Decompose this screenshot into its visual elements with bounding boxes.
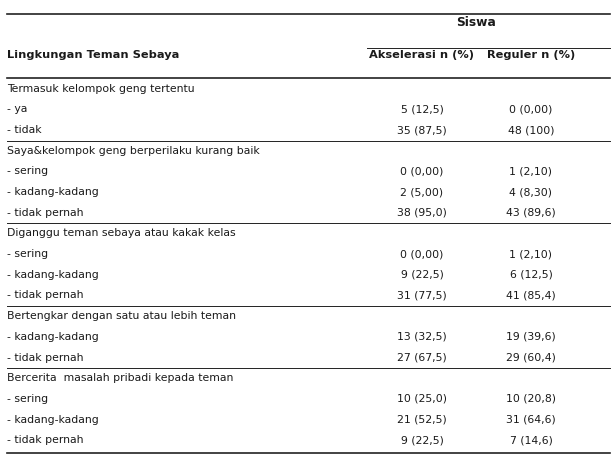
- Text: 10 (25,0): 10 (25,0): [397, 394, 447, 404]
- Text: 1 (2,10): 1 (2,10): [509, 249, 553, 259]
- Text: 6 (12,5): 6 (12,5): [509, 270, 553, 280]
- Text: 9 (22,5): 9 (22,5): [400, 435, 444, 445]
- Text: - tidak pernah: - tidak pernah: [7, 352, 84, 362]
- Text: 2 (5,00): 2 (5,00): [400, 187, 444, 197]
- Text: 21 (52,5): 21 (52,5): [397, 415, 447, 424]
- Text: - tidak: - tidak: [7, 125, 42, 135]
- Text: 0 (0,00): 0 (0,00): [400, 249, 444, 259]
- Text: 35 (87,5): 35 (87,5): [397, 125, 447, 135]
- Text: Termasuk kelompok geng tertentu: Termasuk kelompok geng tertentu: [7, 84, 195, 94]
- Text: Bertengkar dengan satu atau lebih teman: Bertengkar dengan satu atau lebih teman: [7, 311, 237, 321]
- Text: 27 (67,5): 27 (67,5): [397, 352, 447, 362]
- Text: - sering: - sering: [7, 394, 49, 404]
- Text: 4 (8,30): 4 (8,30): [509, 187, 553, 197]
- Text: - tidak pernah: - tidak pernah: [7, 290, 84, 300]
- Text: 7 (14,6): 7 (14,6): [509, 435, 553, 445]
- Text: - kadang-kadang: - kadang-kadang: [7, 270, 99, 280]
- Text: - sering: - sering: [7, 249, 49, 259]
- Text: Lingkungan Teman Sebaya: Lingkungan Teman Sebaya: [7, 50, 180, 60]
- Text: 31 (64,6): 31 (64,6): [506, 415, 556, 424]
- Text: 0 (0,00): 0 (0,00): [509, 104, 553, 114]
- Text: 0 (0,00): 0 (0,00): [400, 166, 444, 176]
- Text: Diganggu teman sebaya atau kakak kelas: Diganggu teman sebaya atau kakak kelas: [7, 228, 236, 238]
- Text: - sering: - sering: [7, 166, 49, 176]
- Text: Saya&kelompok geng berperilaku kurang baik: Saya&kelompok geng berperilaku kurang ba…: [7, 146, 260, 156]
- Text: - kadang-kadang: - kadang-kadang: [7, 415, 99, 424]
- Text: 1 (2,10): 1 (2,10): [509, 166, 553, 176]
- Text: 41 (85,4): 41 (85,4): [506, 290, 556, 300]
- Text: 10 (20,8): 10 (20,8): [506, 394, 556, 404]
- Text: Reguler n (%): Reguler n (%): [487, 50, 575, 60]
- Text: - tidak pernah: - tidak pernah: [7, 208, 84, 218]
- Text: - ya: - ya: [7, 104, 28, 114]
- Text: 13 (32,5): 13 (32,5): [397, 332, 447, 342]
- Text: Bercerita  masalah pribadi kepada teman: Bercerita masalah pribadi kepada teman: [7, 373, 233, 383]
- Text: 31 (77,5): 31 (77,5): [397, 290, 447, 300]
- Text: - tidak pernah: - tidak pernah: [7, 435, 84, 445]
- Text: 43 (89,6): 43 (89,6): [506, 208, 556, 218]
- Text: 5 (12,5): 5 (12,5): [400, 104, 444, 114]
- Text: Akselerasi n (%): Akselerasi n (%): [370, 50, 474, 60]
- Text: 9 (22,5): 9 (22,5): [400, 270, 444, 280]
- Text: Siswa: Siswa: [456, 16, 496, 30]
- Text: - kadang-kadang: - kadang-kadang: [7, 332, 99, 342]
- Text: 48 (100): 48 (100): [508, 125, 554, 135]
- Text: 19 (39,6): 19 (39,6): [506, 332, 556, 342]
- Text: 29 (60,4): 29 (60,4): [506, 352, 556, 362]
- Text: 38 (95,0): 38 (95,0): [397, 208, 447, 218]
- Text: - kadang-kadang: - kadang-kadang: [7, 187, 99, 197]
